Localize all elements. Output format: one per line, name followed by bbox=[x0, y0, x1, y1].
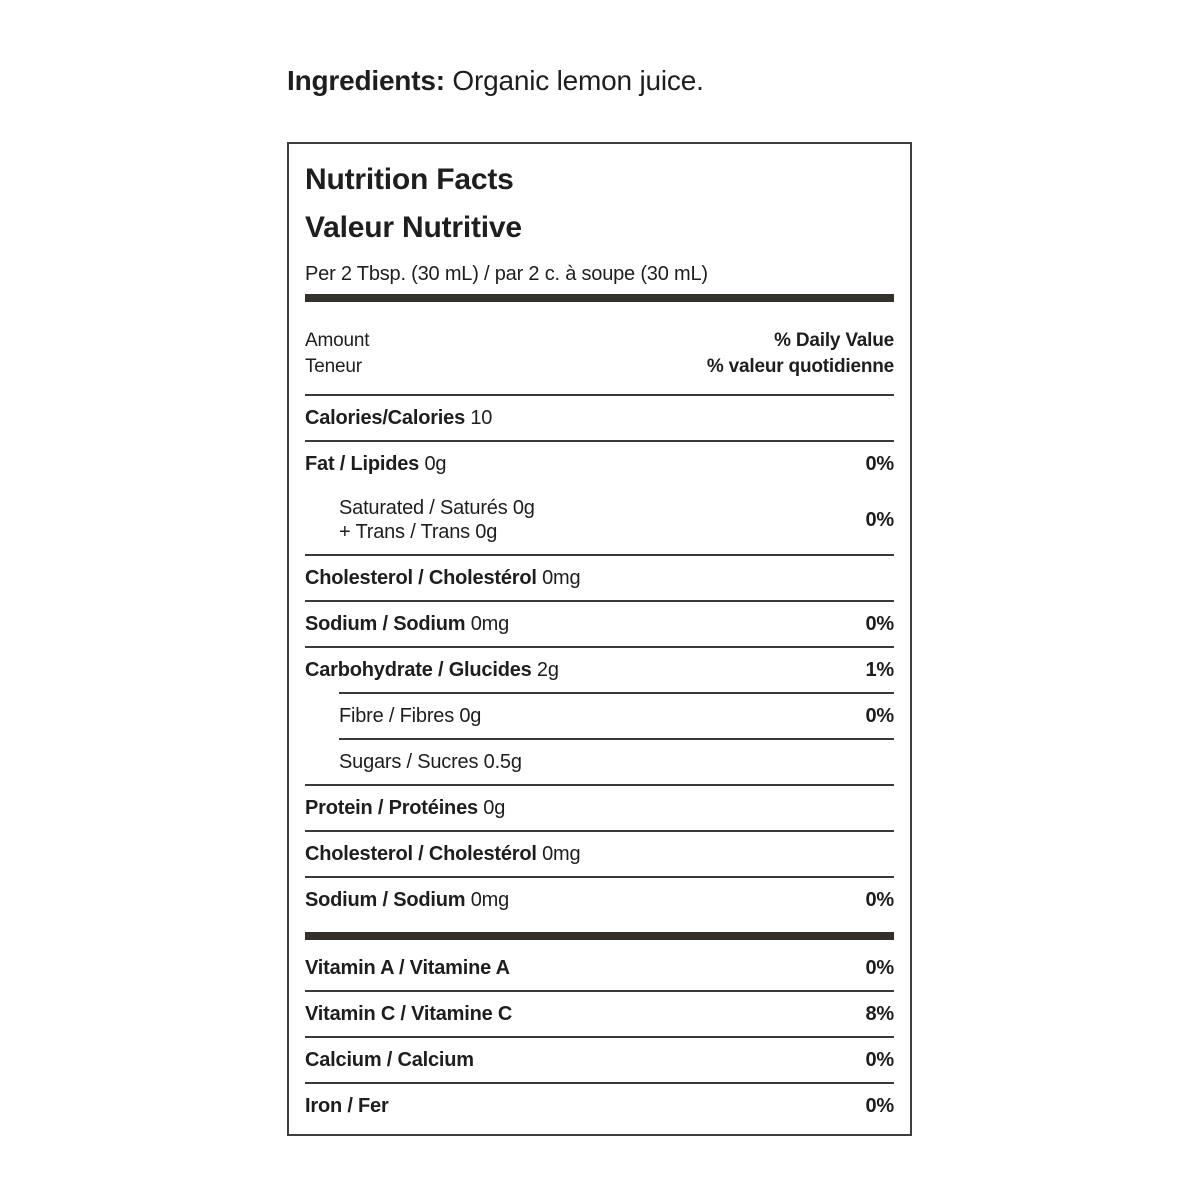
nutrient-label-plain: 0mg bbox=[465, 613, 510, 635]
nutrient-row: Protein / Protéines 0g bbox=[305, 786, 894, 830]
nutrient-row: Calories/Calories 10 bbox=[305, 396, 894, 440]
divider bbox=[305, 646, 894, 648]
ingredients-line: Ingredients: Organic lemon juice. bbox=[287, 64, 704, 98]
thick-divider-bar-top bbox=[305, 294, 894, 302]
divider bbox=[305, 554, 894, 556]
nutrient-label-bold: Cholesterol / Cholestérol bbox=[305, 567, 537, 589]
nutrient-label-bold: Cholesterol / Cholestérol bbox=[305, 843, 537, 865]
nutrient-label: Iron / Fer bbox=[305, 1094, 389, 1118]
nutrient-label-bold: Calcium / Calcium bbox=[305, 1049, 474, 1071]
nutrient-row: Sugars / Sucres 0.5g bbox=[305, 740, 894, 784]
nutrient-label: Sodium / Sodium 0mg bbox=[305, 888, 509, 912]
nutrient-label-bold: Calories/Calories bbox=[305, 407, 466, 429]
divider bbox=[339, 738, 894, 740]
amount-daily-value-header: Amount Teneur % Daily Value % valeur quo… bbox=[305, 328, 894, 380]
divider bbox=[305, 394, 894, 396]
nutrient-label-bold: Sodium / Sodium bbox=[305, 613, 466, 635]
nutrient-row: Cholesterol / Cholestérol 0mg bbox=[305, 556, 894, 600]
divider bbox=[305, 784, 894, 786]
daily-value-percent: 0% bbox=[865, 509, 894, 531]
ingredients-text: Organic lemon juice. bbox=[444, 65, 704, 96]
nutrient-row: Carbohydrate / Glucides 2g 1% bbox=[305, 648, 894, 692]
amount-label-en: Amount bbox=[305, 330, 370, 351]
nutrient-row: Saturated / Saturés 0g + Trans / Trans 0g… bbox=[305, 486, 894, 554]
serving-size-line: Per 2 Tbsp. (30 mL) / par 2 c. à soupe (… bbox=[305, 263, 708, 285]
nutrient-label-bold: Sodium / Sodium bbox=[305, 889, 466, 911]
nutrient-label-plain: Sugars / Sucres 0.5g bbox=[339, 751, 522, 773]
nutrient-label-bold: Fat / Lipides bbox=[305, 453, 420, 475]
nutrient-label-plain: 0g bbox=[419, 453, 447, 475]
divider bbox=[305, 1082, 894, 1084]
divider bbox=[339, 692, 894, 694]
nutrient-label-plain: 0mg bbox=[536, 567, 581, 589]
divider bbox=[305, 990, 894, 992]
nutrient-label-bold: Vitamin A / Vitamine A bbox=[305, 957, 510, 979]
nutrient-label-bold: Vitamin C / Vitamine C bbox=[305, 1003, 513, 1025]
nutrient-label-plain: Fibre / Fibres 0g bbox=[339, 705, 482, 727]
nutrient-row: Calcium / Calcium 0% bbox=[305, 1038, 894, 1082]
daily-value-percent: 0% bbox=[865, 613, 894, 635]
nutrient-label-plain: 0g bbox=[477, 797, 506, 819]
daily-value-percent: 8% bbox=[865, 1003, 894, 1025]
divider bbox=[305, 1036, 894, 1038]
nutrient-label-plain: 0mg bbox=[536, 843, 581, 865]
nutrient-label: Calories/Calories 10 bbox=[305, 406, 492, 430]
daily-value-percent: 0% bbox=[865, 705, 894, 727]
nutrient-label-plain: 10 bbox=[465, 407, 493, 429]
daily-value-label-fr: % valeur quotidienne bbox=[706, 356, 894, 377]
divider bbox=[305, 600, 894, 602]
nutrient-label: Protein / Protéines 0g bbox=[305, 796, 505, 820]
nutrient-label-line: Saturated / Saturés 0g bbox=[339, 497, 535, 519]
daily-value-percent: 0% bbox=[865, 453, 894, 475]
thick-divider-bar-mid bbox=[305, 932, 894, 940]
nutrient-label: Fibre / Fibres 0g bbox=[305, 704, 481, 728]
nutrient-label: Sodium / Sodium 0mg bbox=[305, 612, 509, 636]
nutrient-label: Carbohydrate / Glucides 2g bbox=[305, 658, 559, 682]
nutrient-label-line: + Trans / Trans 0g bbox=[339, 521, 498, 543]
amount-header: Amount Teneur bbox=[305, 328, 369, 380]
nutrient-label: Calcium / Calcium bbox=[305, 1048, 474, 1072]
nutrient-row: Vitamin A / Vitamine A 0% bbox=[305, 946, 894, 990]
daily-value-percent: 0% bbox=[865, 889, 894, 911]
nutrient-label-plain: 2g bbox=[531, 659, 559, 681]
nutrient-label-plain: 0mg bbox=[465, 889, 510, 911]
nutrient-label-bold: Iron / Fer bbox=[305, 1095, 389, 1117]
nutrient-label: Cholesterol / Cholestérol 0mg bbox=[305, 842, 581, 866]
ingredients-label: Ingredients: bbox=[287, 65, 445, 96]
nutrient-label: Fat / Lipides 0g bbox=[305, 452, 446, 476]
divider bbox=[305, 876, 894, 878]
daily-value-percent: 0% bbox=[865, 957, 894, 979]
nutrient-row: Cholesterol / Cholestérol 0mg bbox=[305, 832, 894, 876]
divider bbox=[305, 830, 894, 832]
nutrient-label: Cholesterol / Cholestérol 0mg bbox=[305, 566, 581, 590]
nutrient-label: Sugars / Sucres 0.5g bbox=[305, 750, 522, 774]
nutrient-row: Vitamin C / Vitamine C 8% bbox=[305, 992, 894, 1036]
nutrient-row: Fibre / Fibres 0g 0% bbox=[305, 694, 894, 738]
nutrition-facts-panel: Nutrition Facts Valeur Nutritive Per 2 T… bbox=[287, 142, 912, 1136]
nutrition-facts-title-fr: Valeur Nutritive bbox=[305, 211, 522, 244]
nutrient-row: Sodium / Sodium 0mg 0% bbox=[305, 878, 894, 922]
nutrition-facts-title-en: Nutrition Facts bbox=[305, 163, 514, 196]
nutrient-label: Saturated / Saturés 0g + Trans / Trans 0g bbox=[305, 496, 535, 544]
nutrient-rows: Calories/Calories 10 Fat / Lipides 0g 0%… bbox=[305, 396, 894, 1128]
daily-value-label-en: % Daily Value bbox=[774, 330, 894, 351]
nutrient-row: Iron / Fer 0% bbox=[305, 1084, 894, 1128]
daily-value-percent: 0% bbox=[865, 1049, 894, 1071]
nutrient-row: Sodium / Sodium 0mg 0% bbox=[305, 602, 894, 646]
nutrient-row: Fat / Lipides 0g 0% bbox=[305, 442, 894, 486]
nutrient-label: Vitamin C / Vitamine C bbox=[305, 1002, 512, 1026]
nutrient-label-bold: Carbohydrate / Glucides bbox=[305, 659, 532, 681]
daily-value-header: % Daily Value % valeur quotidienne bbox=[707, 328, 894, 380]
amount-label-fr: Teneur bbox=[305, 356, 362, 377]
nutrient-label-bold: Protein / Protéines bbox=[305, 797, 478, 819]
divider bbox=[305, 440, 894, 442]
daily-value-percent: 0% bbox=[865, 1095, 894, 1117]
daily-value-percent: 1% bbox=[865, 659, 894, 681]
nutrient-label: Vitamin A / Vitamine A bbox=[305, 956, 510, 980]
